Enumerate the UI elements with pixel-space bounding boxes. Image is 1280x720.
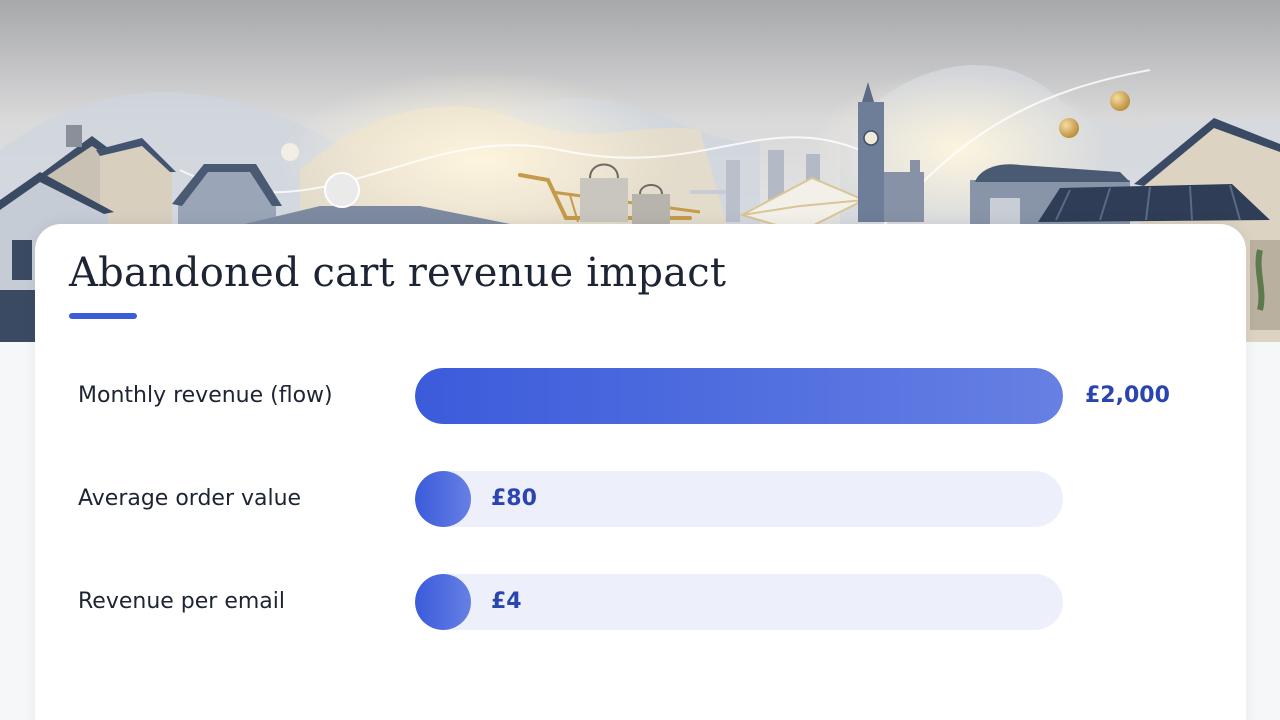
bar-monthly-revenue bbox=[415, 368, 1063, 424]
value-label-revenue-per-email: £4 bbox=[491, 589, 522, 614]
bar-track-monthly-revenue bbox=[415, 368, 1063, 424]
gold-coin-icon bbox=[1059, 91, 1130, 138]
value-label-monthly-revenue: £2,000 bbox=[1085, 383, 1170, 408]
shop-awning-icon bbox=[1038, 184, 1270, 222]
bar-track-average-order-value bbox=[415, 471, 1063, 527]
house-icon bbox=[172, 164, 282, 230]
shopping-bag-icon bbox=[580, 163, 670, 224]
bar-average-order-value bbox=[415, 471, 471, 527]
bar-track-revenue-per-email bbox=[415, 574, 1063, 630]
value-label-average-order-value: £80 bbox=[491, 486, 537, 511]
category-label-monthly-revenue: Monthly revenue (flow) bbox=[78, 383, 333, 408]
chart-card: Abandoned cart revenue impact Monthly re… bbox=[35, 224, 1246, 720]
category-label-revenue-per-email: Revenue per email bbox=[78, 589, 286, 614]
title-underline bbox=[69, 313, 137, 319]
bar-revenue-per-email bbox=[415, 574, 471, 630]
chart-title: Abandoned cart revenue impact bbox=[69, 250, 727, 296]
category-label-average-order-value: Average order value bbox=[78, 486, 302, 511]
big-ben-icon bbox=[858, 82, 924, 222]
